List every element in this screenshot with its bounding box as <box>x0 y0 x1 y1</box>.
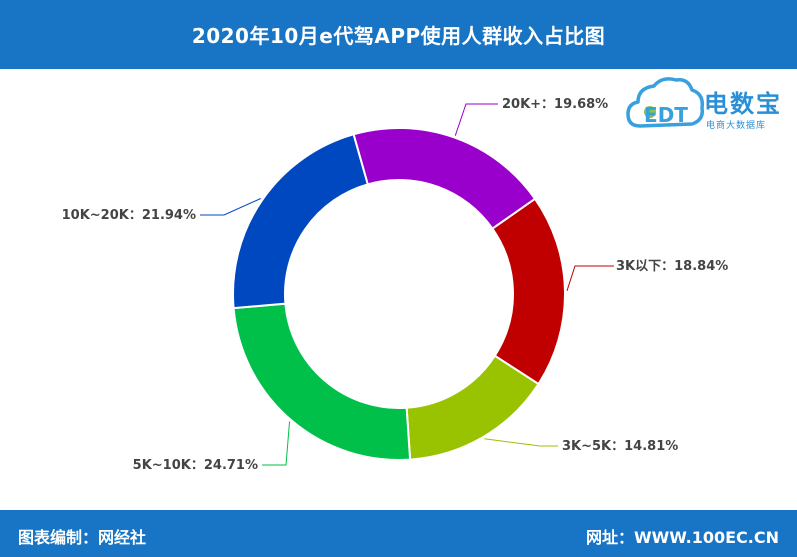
data-label-10K~20K: 10K~20K：21.94% <box>62 208 196 223</box>
logo-subtitle: 电商大数据库 <box>706 121 767 131</box>
footer-credit: 图表编制：网经社 <box>18 528 147 547</box>
leader-line-20K+ <box>454 103 498 136</box>
data-label-3K~5K: 3K~5K：14.81% <box>562 439 678 454</box>
leader-line-3K~5K <box>484 438 558 447</box>
data-label-5K~10K: 5K~10K：24.71% <box>133 458 258 473</box>
cloud-logo-icon: EDT <box>626 77 705 128</box>
donut-slice-5K~10K <box>232 302 412 461</box>
leader-line-10K~20K <box>200 198 261 216</box>
logo-brand: 电数宝 <box>704 90 782 118</box>
edt-logo: EDT 电数宝 电商大数据库 <box>626 74 791 136</box>
donut-slice-20K+ <box>352 127 537 231</box>
data-label-3K以下: 3K以下：18.84% <box>616 259 728 274</box>
leader-line-5K~10K <box>262 421 291 466</box>
donut-chart: 3K以下：18.84% 3K~5K：14.81% 5K~10K：24.71% 10K~… <box>62 97 729 473</box>
chart-title: 2020年10月e代驾APP使用人群收入占比图 <box>191 24 606 48</box>
donut-slice-10K~20K <box>232 133 370 310</box>
logo-mark-text: EDT <box>644 103 688 127</box>
donut-slice-3K以下 <box>490 197 566 386</box>
header-bar: 2020年10月e代驾APP使用人群收入占比图 <box>0 0 797 69</box>
donut-slice-3K~5K <box>405 354 540 461</box>
data-label-20K+: 20K+：19.68% <box>502 97 608 112</box>
footer-bar: 图表编制：网经社 网址：WWW.100EC.CN <box>0 510 797 557</box>
footer-website: 网址：WWW.100EC.CN <box>585 528 779 547</box>
leader-line-3K以下 <box>566 265 614 291</box>
